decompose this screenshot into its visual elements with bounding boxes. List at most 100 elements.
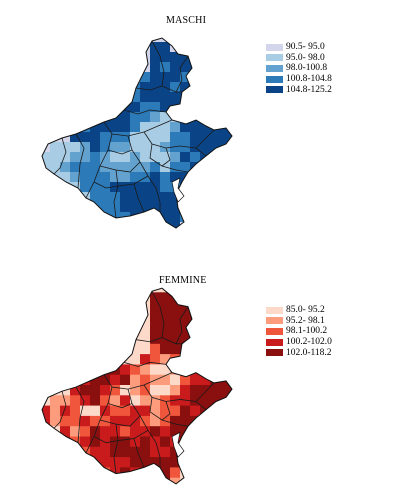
district-cell <box>150 467 161 479</box>
district-cell <box>80 222 91 228</box>
district-border <box>175 55 189 93</box>
district-cell <box>190 38 201 43</box>
district-cell <box>150 192 161 203</box>
district-cell <box>30 192 41 203</box>
district-cell <box>40 488 51 499</box>
district-cell <box>70 477 81 484</box>
district-cell <box>190 405 201 417</box>
district-cell <box>110 52 121 63</box>
district-cell <box>140 212 151 223</box>
district-cell <box>80 232 91 243</box>
legend-swatch <box>266 75 283 83</box>
legend-item: 100.8-104.8 <box>266 74 332 85</box>
district-borders <box>41 37 233 229</box>
district-cell <box>160 42 171 53</box>
district-cell <box>50 162 61 173</box>
district-cell <box>120 446 131 458</box>
district-cell <box>10 232 21 243</box>
district-cell <box>10 385 21 396</box>
district-cell <box>140 457 151 468</box>
district-cell <box>0 344 11 355</box>
district-cell <box>90 395 101 407</box>
district-cell <box>220 323 231 335</box>
district-cell <box>160 152 171 163</box>
district-cell <box>160 395 171 407</box>
district-cell <box>150 82 161 93</box>
district-cell <box>200 446 211 458</box>
district-cell <box>160 232 171 243</box>
district-cell <box>70 312 81 324</box>
district-cell <box>140 302 151 314</box>
district-cell <box>80 288 91 293</box>
district-cell <box>190 415 201 427</box>
district-cell <box>190 323 201 335</box>
district-cell <box>30 212 41 223</box>
district-cell <box>0 467 11 478</box>
district-cell <box>20 72 31 83</box>
district-cell <box>100 467 111 479</box>
district-cell <box>170 212 181 223</box>
district-cell <box>30 354 41 365</box>
district-cell <box>90 142 101 153</box>
district-cell <box>130 374 141 386</box>
district-cell <box>140 405 151 417</box>
district-cell <box>90 92 101 103</box>
district-cell <box>200 212 211 223</box>
district-cell <box>240 426 251 437</box>
district-cell <box>130 477 141 484</box>
district-cell <box>240 385 251 396</box>
district-cell <box>190 52 201 63</box>
district-cell <box>240 102 251 113</box>
district-cell <box>80 92 91 103</box>
legend-item: 104.8-125.2 <box>266 84 332 95</box>
district-cell <box>180 62 191 73</box>
district-cell <box>50 142 61 153</box>
district-cell <box>200 72 211 83</box>
district-cell <box>70 112 81 123</box>
district-cell <box>70 162 81 173</box>
district-cell <box>20 52 31 63</box>
district-cell <box>200 162 211 173</box>
district-cell <box>50 232 61 243</box>
district-cell <box>80 385 91 396</box>
district-cell <box>160 102 171 113</box>
district-cell <box>20 375 31 386</box>
district-cell <box>170 374 181 386</box>
district-border <box>123 109 167 115</box>
district-cell <box>200 172 211 183</box>
district-cell <box>50 323 61 335</box>
district-cell <box>170 62 181 73</box>
district-cell <box>140 446 151 458</box>
district-cell <box>30 112 41 123</box>
district-cell <box>30 182 41 193</box>
district-cell <box>210 38 221 43</box>
district-cell <box>220 426 231 438</box>
district-cell <box>230 446 232 458</box>
district-border <box>113 424 119 474</box>
district-cell <box>70 395 81 407</box>
district-cell <box>70 212 81 223</box>
district-cell <box>180 364 191 376</box>
district-cell <box>140 202 151 213</box>
district-cell <box>240 112 251 123</box>
district-cell <box>240 132 251 143</box>
district-cell <box>0 292 11 303</box>
district-cell <box>210 162 221 173</box>
district-cell <box>10 334 21 345</box>
district-cell <box>190 288 201 293</box>
map-title-femmine: FEMMINE <box>159 275 207 286</box>
district-cell <box>170 405 181 417</box>
district-cell <box>42 152 51 163</box>
district-cell <box>170 92 181 103</box>
district-cell <box>90 477 101 484</box>
district-cell <box>0 132 11 143</box>
district-cell <box>130 426 141 438</box>
district-cell <box>100 395 111 407</box>
district-cell <box>30 42 41 53</box>
district-cell <box>130 385 141 396</box>
district-cell <box>190 152 201 163</box>
district-cell <box>160 364 171 376</box>
district-cell <box>0 222 11 233</box>
district-cell <box>210 132 221 143</box>
district-cell <box>120 323 131 335</box>
